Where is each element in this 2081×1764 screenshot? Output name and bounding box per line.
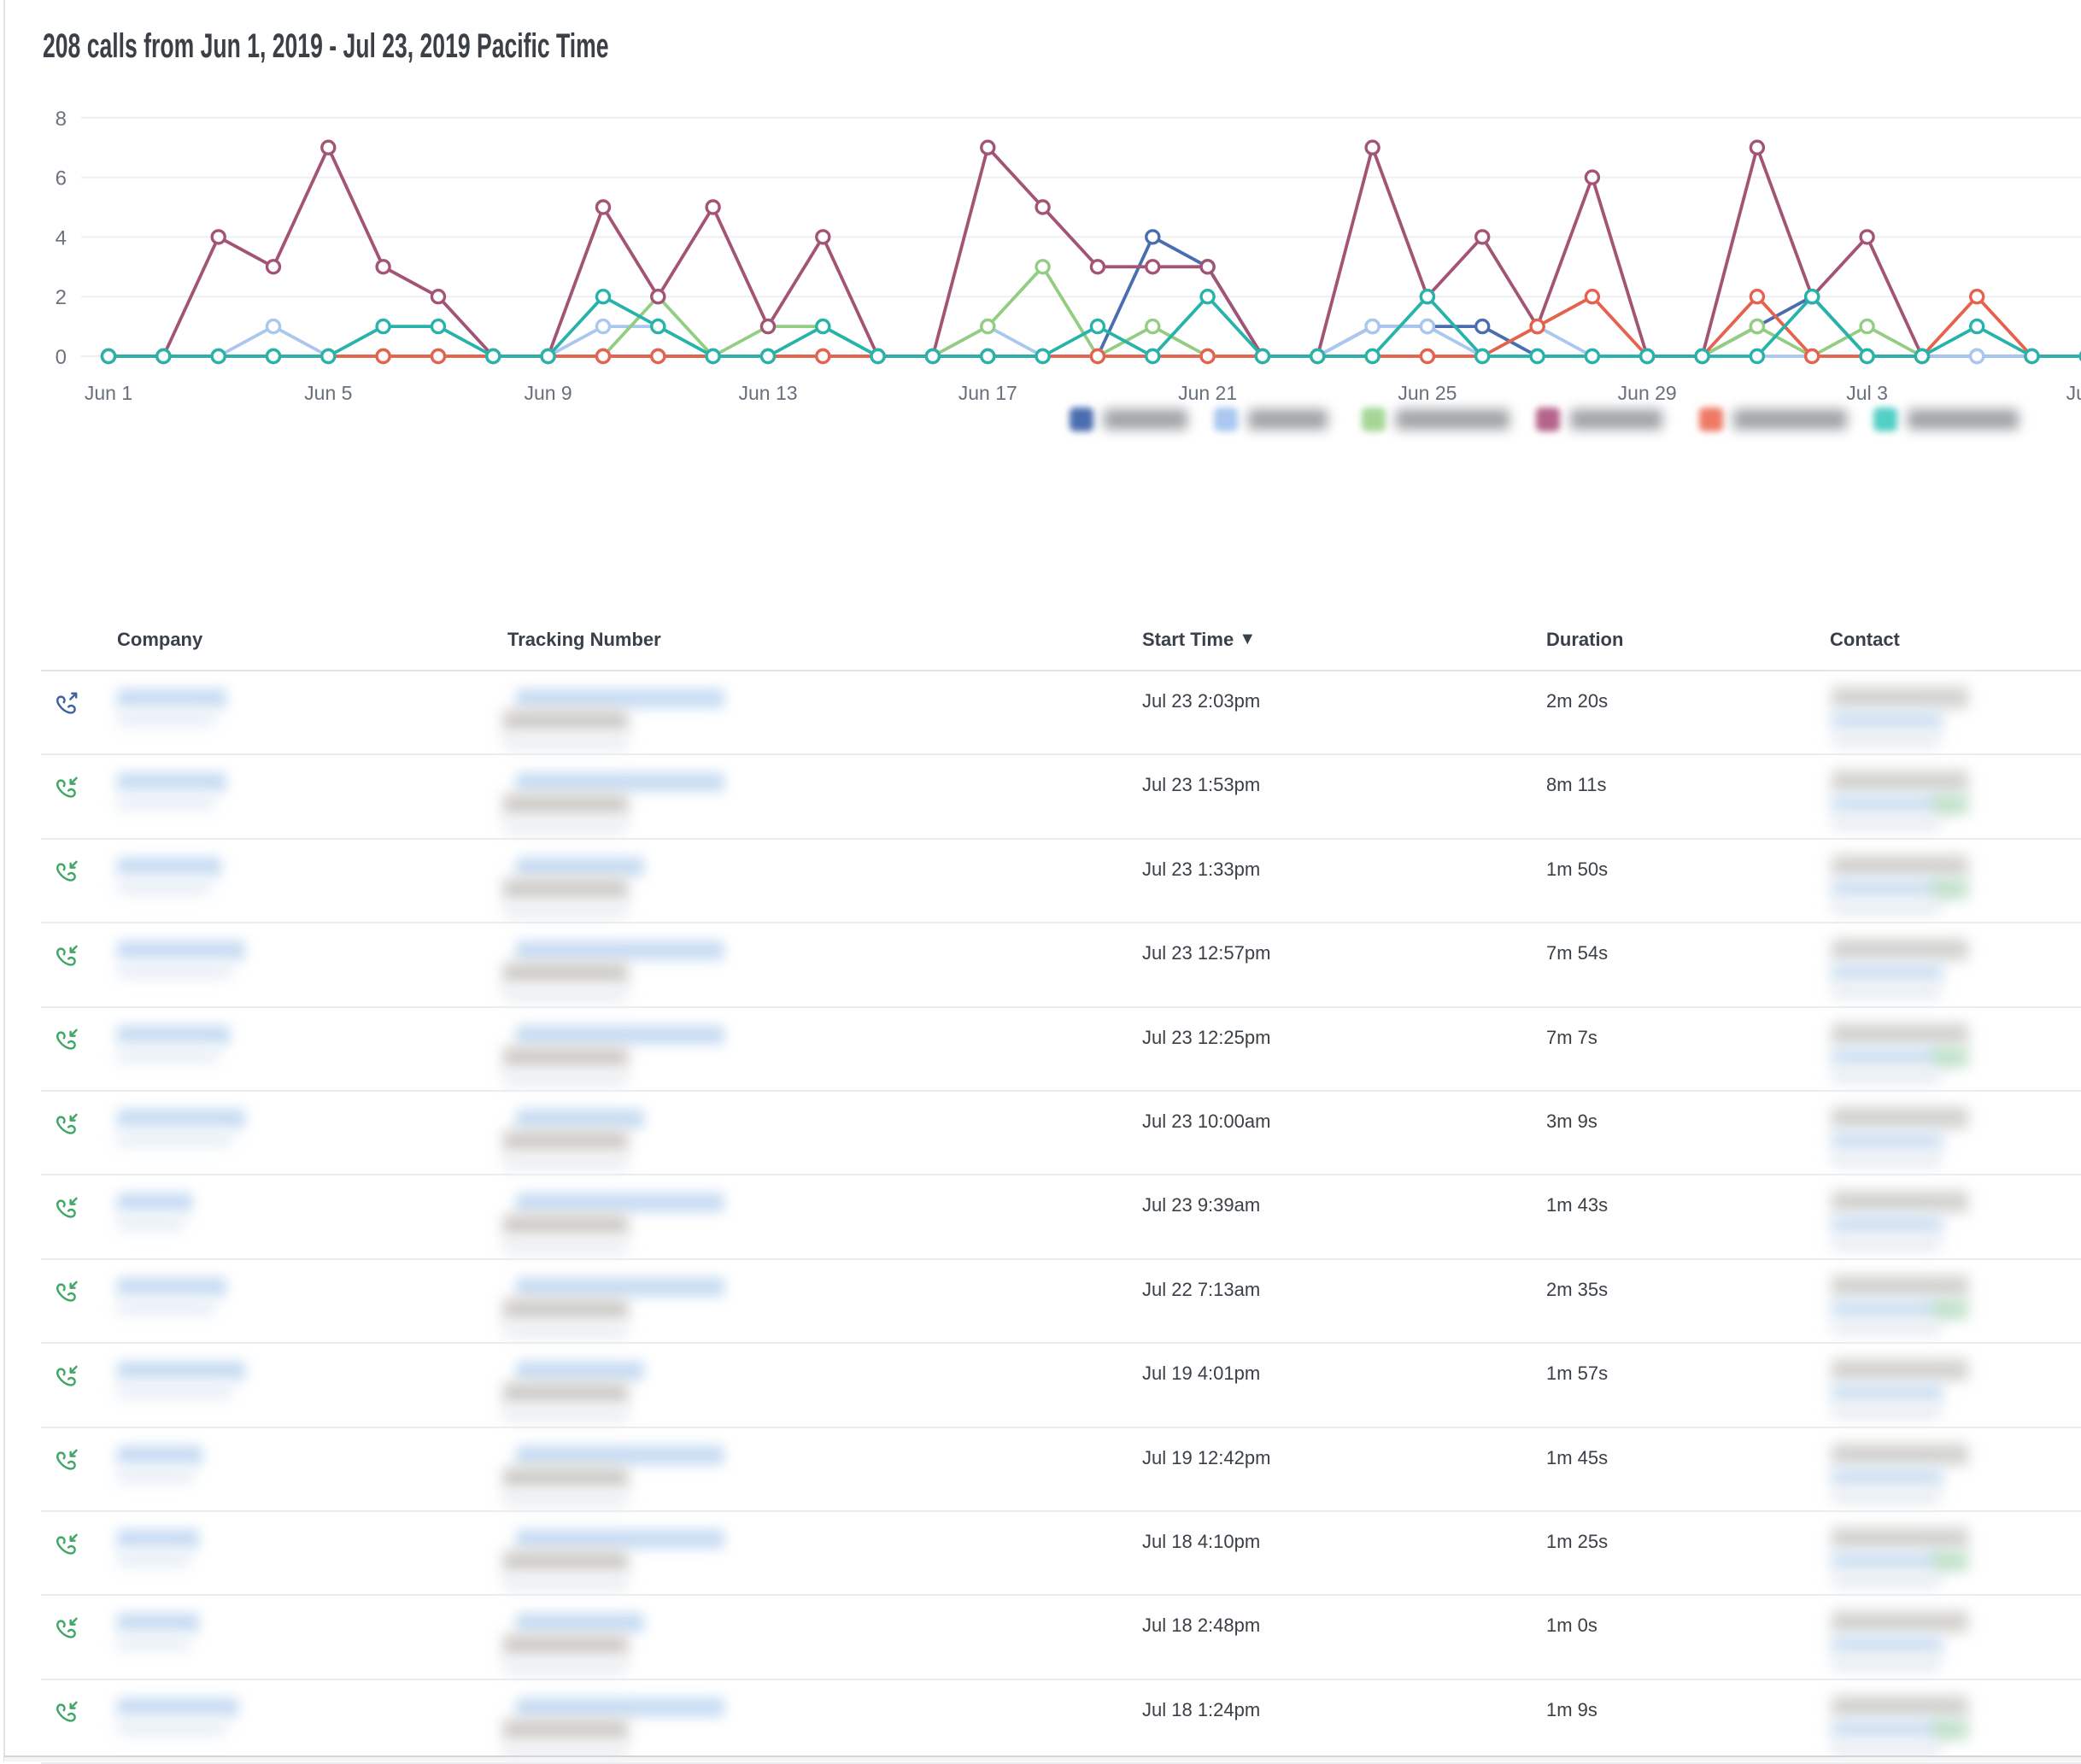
svg-text:Jun 9: Jun 9 — [524, 382, 572, 404]
svg-text:Jun 29: Jun 29 — [1618, 382, 1677, 404]
svg-text:4: 4 — [56, 226, 67, 249]
svg-text:Jul 7: Jul 7 — [2066, 382, 2081, 404]
svg-text:Jun 25: Jun 25 — [1398, 382, 1457, 404]
svg-text:Jun 17: Jun 17 — [958, 382, 1017, 404]
svg-text:Jun 21: Jun 21 — [1178, 382, 1237, 404]
svg-text:Jun 13: Jun 13 — [738, 382, 797, 404]
svg-text:8: 8 — [56, 108, 67, 131]
svg-text:Jul 3: Jul 3 — [1846, 382, 1888, 404]
svg-text:2: 2 — [56, 286, 67, 309]
svg-text:Jun 5: Jun 5 — [304, 382, 352, 404]
svg-text:6: 6 — [56, 167, 67, 190]
svg-text:0: 0 — [56, 346, 67, 369]
svg-text:Jun 1: Jun 1 — [85, 382, 132, 404]
